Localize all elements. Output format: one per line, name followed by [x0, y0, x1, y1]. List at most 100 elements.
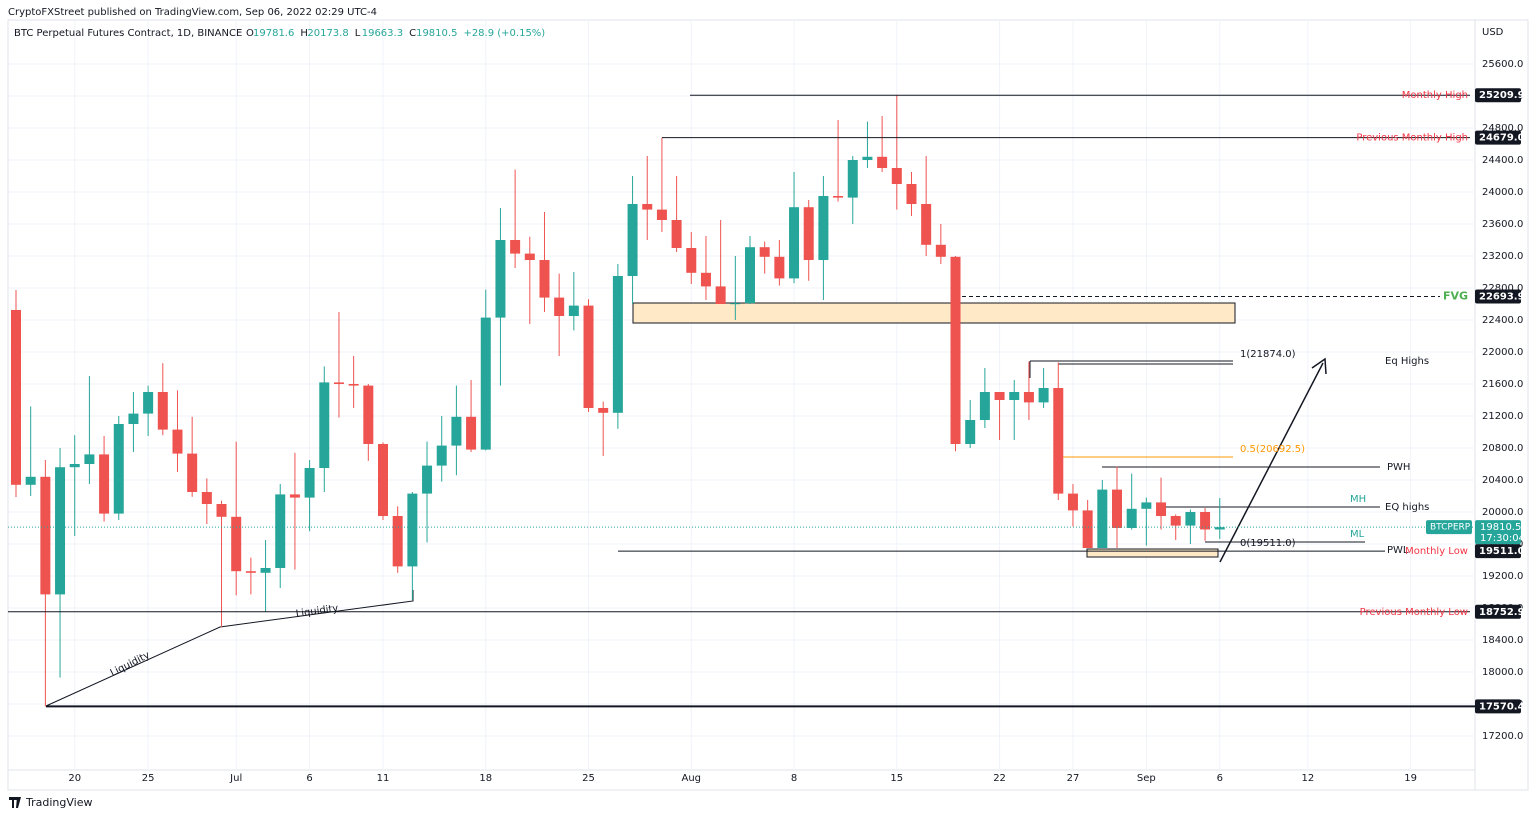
candle-body [524, 253, 535, 260]
candle-body [480, 317, 491, 450]
level-name: Monthly Low [1405, 546, 1468, 557]
ohlc-label: O [246, 28, 254, 39]
price-box [1475, 88, 1521, 103]
candle-body [333, 382, 344, 384]
brand-logo [9, 797, 21, 808]
candle-body [451, 416, 462, 446]
price-box-label: 22693.9 [1479, 291, 1525, 302]
x-tick-label: 18 [479, 773, 492, 784]
candle-body [847, 160, 858, 198]
candle-body [216, 504, 227, 517]
candle-body [407, 493, 418, 567]
y-tick-label: 23600.0 [1482, 219, 1523, 230]
candle-body [11, 310, 21, 485]
candle-body [25, 476, 36, 485]
y-tick-label: 19200.0 [1482, 571, 1523, 582]
x-tick-label: 8 [791, 773, 797, 784]
x-tick-label: 25 [142, 773, 155, 784]
candle-body [1185, 512, 1196, 526]
candle-body [803, 207, 814, 260]
x-tick-label: 6 [306, 773, 312, 784]
candle-body [1067, 493, 1078, 511]
candle-body [656, 209, 667, 220]
x-tick-label: 25 [582, 773, 595, 784]
candle-body [1214, 527, 1225, 530]
candle-body [598, 408, 609, 413]
x-tick-label: 20 [68, 773, 81, 784]
candle-body [1200, 512, 1211, 530]
candle-body [730, 303, 741, 305]
candle-body [774, 256, 785, 279]
candle-body [686, 248, 697, 273]
y-tick-label: 25600.0 [1482, 59, 1523, 70]
candle-body [1038, 388, 1049, 403]
candle-body [275, 494, 286, 568]
candle-body [55, 467, 66, 595]
x-tick-label: 11 [377, 773, 390, 784]
candle-body [965, 420, 976, 444]
price-box [1475, 699, 1521, 714]
level-name: FVG [1443, 289, 1468, 302]
candle-body [187, 453, 198, 492]
ohlc-value: 19810.5 [416, 28, 457, 39]
level-name: Previous Monthly High [1356, 133, 1468, 144]
projection-arrow [1219, 362, 1324, 563]
ohlc-label: C [409, 28, 416, 39]
candle-body [363, 385, 374, 444]
candle-body [245, 571, 256, 573]
x-tick-label: 15 [890, 773, 903, 784]
liquidity-zone [1086, 548, 1219, 558]
y-tick-label: 20800.0 [1482, 443, 1523, 454]
ohlc-value: 19663.3 [362, 28, 403, 39]
candle-body [1082, 510, 1093, 548]
candle-body [260, 568, 271, 573]
candle-body [1126, 508, 1137, 528]
frame [7, 19, 1529, 791]
y-tick-label: 24400.0 [1482, 155, 1523, 166]
candle-body [436, 445, 447, 466]
x-tick-label: Aug [682, 773, 702, 784]
candle-body [1156, 502, 1167, 516]
candle-body [392, 516, 403, 567]
price-box [1475, 544, 1521, 559]
x-tick-label: Sep [1137, 773, 1156, 784]
liquidity-line [45, 590, 414, 707]
y-tick-label: 21200.0 [1482, 411, 1523, 422]
candle-body [1112, 489, 1122, 528]
candle-body [1053, 388, 1064, 494]
candle-body [319, 382, 330, 468]
y-tick-label: 24000.0 [1482, 187, 1523, 198]
change: +28.9 (+0.15%) [463, 28, 545, 39]
candle-body [921, 204, 932, 245]
candle-body [289, 494, 300, 498]
price-box [1475, 604, 1521, 619]
candle-body [950, 256, 961, 444]
candle-body [554, 297, 565, 316]
candle-body [877, 156, 888, 168]
candle-body [627, 204, 638, 276]
candle-body [994, 392, 1005, 400]
candle-body [789, 207, 800, 279]
x-tick-label: 27 [1067, 773, 1080, 784]
price-box [1475, 289, 1521, 304]
candle-body [715, 286, 726, 304]
candle-body [157, 392, 168, 430]
fvg-zone [632, 302, 1236, 324]
chart-title: BTC Perpetual Futures Contract, 1D, BINA… [14, 28, 242, 39]
current-price-box [1475, 520, 1521, 545]
price-box-label: 25209.9 [1479, 90, 1525, 101]
candle-body [935, 244, 946, 257]
annotation: MH [1350, 494, 1366, 505]
candle-body [510, 240, 521, 254]
candle-body [69, 464, 80, 468]
candle-body [862, 156, 873, 160]
y-tick-label: 22400.0 [1482, 315, 1523, 326]
annotation: ML [1350, 529, 1365, 540]
annotation: 0.5(20692.5) [1240, 444, 1305, 455]
y-tick-label: 21600.0 [1482, 379, 1523, 390]
candle-body [1009, 392, 1020, 400]
price-box-label: 18752.9 [1479, 607, 1525, 618]
current-price-label: 19810.5 [1480, 522, 1521, 533]
candle-body [1170, 516, 1181, 526]
